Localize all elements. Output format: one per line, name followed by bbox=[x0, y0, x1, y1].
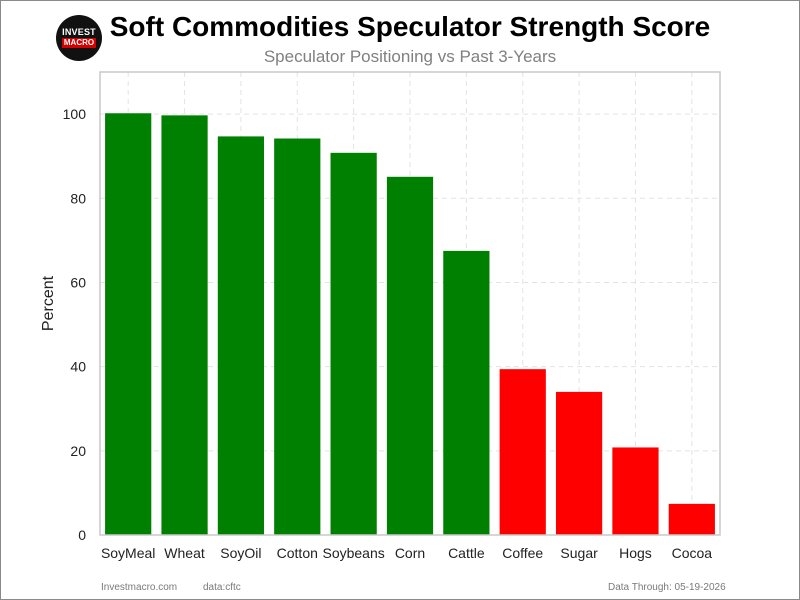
logo-text-macro: MACRO bbox=[62, 38, 96, 48]
plot-border bbox=[99, 71, 721, 536]
footer-source: data:cftc bbox=[203, 582, 241, 593]
investmacro-logo: INVEST MACRO bbox=[56, 15, 102, 61]
x-tick-label: Cotton bbox=[277, 545, 318, 561]
bar-corn bbox=[386, 176, 434, 535]
y-tick-label: 60 bbox=[70, 274, 86, 290]
chart-title: Soft Commodities Speculator Strength Sco… bbox=[109, 11, 711, 42]
bar-sugar bbox=[555, 391, 603, 535]
logo-text-invest: INVEST bbox=[62, 27, 96, 37]
x-tick-label: Corn bbox=[395, 545, 425, 561]
y-tick-labels: 0 20 40 60 80 100 bbox=[63, 106, 87, 543]
bar-wheat bbox=[161, 115, 208, 535]
bars bbox=[105, 113, 715, 536]
y-tick-label: 40 bbox=[70, 359, 86, 375]
bar-soybeans bbox=[330, 152, 377, 535]
footer-date: Data Through: 05-19-2026 bbox=[608, 582, 726, 593]
bar-hogs bbox=[612, 447, 659, 535]
y-tick-label: 100 bbox=[63, 106, 87, 122]
bar-cocoa bbox=[668, 503, 715, 535]
x-tick-label: Sugar bbox=[560, 545, 598, 561]
y-tick-label: 20 bbox=[70, 443, 86, 459]
x-tick-label: Coffee bbox=[502, 545, 543, 561]
x-tick-label: Wheat bbox=[164, 545, 205, 561]
bar-soyoil bbox=[217, 136, 265, 535]
x-tick-label: Cocoa bbox=[672, 545, 713, 561]
bar-cotton bbox=[274, 138, 321, 535]
footer-site: Investmacro.com bbox=[101, 582, 178, 593]
x-tick-label: Hogs bbox=[619, 545, 652, 561]
x-tick-label: Soybeans bbox=[322, 545, 384, 561]
x-tick-labels: SoyMeal Wheat SoyOil Cotton Soybeans Corn Catt… bbox=[101, 545, 712, 561]
bar-coffee bbox=[499, 369, 546, 535]
y-tick-label: 80 bbox=[70, 190, 86, 206]
x-tick-label: SoyMeal bbox=[101, 545, 155, 561]
y-axis-label: Percent bbox=[40, 275, 57, 331]
bar-cattle bbox=[443, 250, 490, 536]
x-tick-label: Cattle bbox=[448, 545, 485, 561]
chart-subtitle: Speculator Positioning vs Past 3-Years bbox=[263, 47, 557, 66]
y-tick-label: 0 bbox=[78, 527, 86, 543]
bar-soymeal bbox=[105, 113, 152, 536]
x-tick-label: SoyOil bbox=[220, 545, 261, 561]
